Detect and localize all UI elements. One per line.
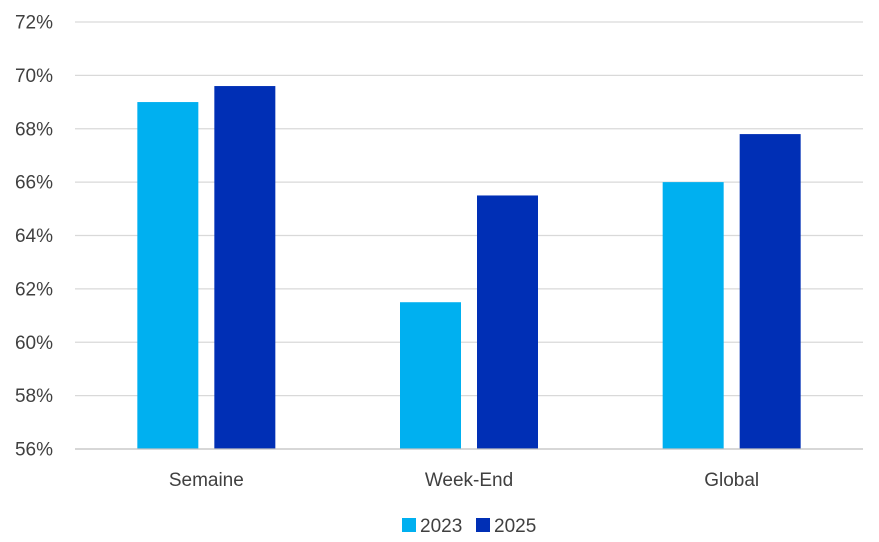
bar-2025-week-end [477, 195, 538, 449]
y-tick-label: 56% [15, 440, 53, 461]
legend-item-2025: 2025 [476, 516, 536, 537]
y-tick-label: 66% [15, 173, 53, 194]
x-tick-label: Global [704, 470, 759, 491]
y-tick-label: 60% [15, 333, 53, 354]
gridlines [75, 21, 863, 397]
legend-swatch [476, 518, 490, 532]
y-tick-label: 70% [15, 66, 53, 87]
y-axis-tick-labels: 56% 58% 60% 62% 64% 66% 68% 70% 72% [15, 13, 53, 461]
y-tick-label: 68% [15, 119, 53, 140]
x-axis-tick-labels: Semaine Week-End Global [169, 470, 759, 491]
x-tick-label: Semaine [169, 470, 244, 491]
legend-swatch [402, 518, 416, 532]
bar-2023-week-end [400, 302, 461, 449]
bar-2025-semaine [214, 86, 276, 450]
y-tick-label: 72% [15, 13, 53, 34]
bars [137, 86, 801, 450]
bar-2023-global [662, 182, 724, 449]
y-tick-label: 62% [15, 279, 53, 300]
legend-label: 2025 [494, 516, 536, 537]
y-tick-label: 58% [15, 386, 53, 407]
legend: 2023 2025 [402, 516, 536, 537]
bar-2023-semaine [137, 102, 199, 449]
y-tick-label: 64% [15, 226, 53, 247]
legend-label: 2023 [420, 516, 462, 537]
bar-2025-global [739, 134, 801, 449]
x-tick-label: Week-End [425, 470, 513, 491]
legend-item-2023: 2023 [402, 516, 462, 537]
